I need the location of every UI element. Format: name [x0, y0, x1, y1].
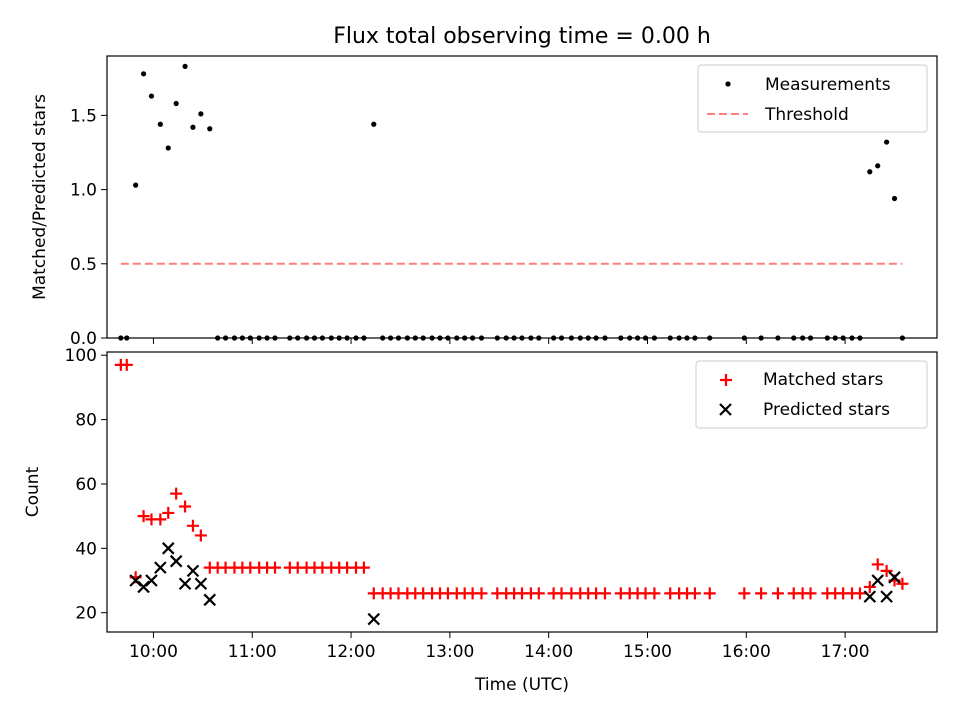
predicted-star-point — [154, 561, 167, 574]
bottom-axis-ticks: 20 40 60 80 100 10:00 11:00 12:00 13:00 14:00 15:0… — [65, 346, 870, 662]
x-axis-label: Time (UTC) — [474, 675, 569, 695]
bottom-y-tick-label: 60 — [75, 475, 97, 495]
measurement-point — [182, 63, 188, 69]
x-tick-label: 10:00 — [129, 642, 178, 662]
predicted-star-point — [178, 577, 192, 591]
measurement-point — [157, 121, 163, 127]
matched-star-point — [186, 519, 199, 532]
predicted-star-point — [145, 574, 158, 587]
matched-star-point — [179, 500, 192, 513]
predicted-star-point — [203, 593, 217, 607]
x-tick-label: 16:00 — [722, 642, 771, 662]
x-tick-label: 14:00 — [524, 642, 573, 662]
measurement-point — [148, 93, 155, 99]
matched-star-point — [880, 564, 893, 577]
measurement-point — [173, 100, 179, 107]
ratio-panel: Flux total observing time = 0.00 h Match… — [30, 24, 938, 349]
predicted-star-point — [194, 577, 208, 591]
bottom-plot-marks — [114, 358, 909, 626]
predicted-star-point — [161, 542, 175, 555]
x-tick-label: 11:00 — [228, 642, 277, 662]
measurement-point — [371, 121, 377, 127]
matched-star-point — [738, 587, 751, 600]
measurement-point — [190, 124, 196, 130]
legend-matched-label: Matched stars — [763, 370, 883, 390]
measurement-point — [165, 145, 171, 151]
measurement-point — [867, 169, 873, 175]
x-tick-label: 12:00 — [327, 642, 376, 662]
matched-star-point — [853, 587, 866, 600]
top-y-tick-label: 1.5 — [70, 106, 97, 126]
predicted-star-point — [863, 590, 877, 603]
bottom-axes-frame — [106, 351, 938, 633]
measurement-point — [140, 71, 147, 77]
predicted-star-point — [367, 612, 381, 626]
bottom-y-axis-label: Count — [23, 466, 43, 517]
matched-star-point — [599, 587, 611, 600]
matched-star-point — [804, 587, 817, 600]
matched-star-point — [475, 587, 488, 600]
top-legend: Measurements Threshold — [697, 64, 928, 133]
x-tick-label: 15:00 — [623, 642, 672, 662]
count-panel: Count Time (UTC) 20 40 60 80 100 10:00 11:00 12… — [23, 346, 938, 695]
predicted-star-point — [186, 564, 200, 578]
x-tick-label: 13:00 — [425, 642, 474, 662]
top-plot-marks — [118, 63, 906, 341]
legend-measurements-marker — [725, 81, 731, 87]
top-y-tick-label: 0.0 — [70, 329, 97, 349]
top-y-tick-label: 0.5 — [70, 255, 97, 275]
matched-star-point — [771, 587, 784, 600]
matched-star-point — [137, 510, 150, 523]
top-legend-box — [697, 64, 928, 133]
matched-star-point — [120, 358, 133, 371]
matched-star-point — [871, 558, 884, 571]
matched-star-point — [703, 587, 716, 600]
legend-predicted-label: Predicted stars — [763, 400, 890, 420]
chart-title: Flux total observing time = 0.00 h — [333, 24, 711, 49]
predicted-star-point — [169, 554, 183, 568]
top-axes-frame — [106, 55, 938, 339]
matched-star-point — [154, 513, 167, 526]
bottom-y-tick-label: 80 — [75, 411, 97, 431]
matched-star-point — [755, 587, 768, 600]
bottom-y-tick-label: 20 — [75, 604, 97, 624]
top-y-axis-label: Matched/Predicted stars — [30, 94, 50, 300]
bottom-y-tick-label: 100 — [65, 346, 97, 366]
measurement-point — [207, 126, 213, 132]
bottom-y-tick-label: 40 — [75, 539, 97, 559]
matched-star-point — [648, 587, 661, 600]
measurement-point — [133, 182, 139, 188]
bottom-legend: Matched stars Predicted stars — [695, 360, 928, 429]
legend-measurements-label: Measurements — [765, 75, 891, 95]
predicted-star-point — [871, 574, 884, 587]
legend-threshold-label: Threshold — [764, 105, 849, 125]
matched-star-point — [896, 577, 909, 590]
matched-star-point — [532, 587, 545, 600]
matched-star-point — [688, 587, 701, 600]
top-y-tick-label: 1.0 — [70, 181, 97, 201]
measurement-point — [875, 163, 881, 169]
measurement-point — [891, 195, 898, 202]
matched-star-point — [170, 487, 183, 500]
matched-star-point — [863, 580, 876, 593]
legend-matched-marker — [720, 374, 732, 386]
matched-star-point — [357, 561, 370, 574]
matched-star-point — [194, 529, 207, 542]
predicted-star-point — [880, 590, 893, 603]
top-y-ticks: 0.0 0.5 1.0 1.5 — [70, 106, 846, 349]
legend-predicted-marker — [719, 403, 732, 416]
bottom-legend-box — [695, 360, 928, 429]
measurement-point — [884, 139, 890, 145]
predicted-star-point — [888, 571, 901, 584]
measurement-point — [198, 111, 204, 117]
matched-star-point — [268, 561, 281, 574]
x-tick-label: 17:00 — [821, 642, 870, 662]
matched-star-point — [162, 506, 175, 519]
